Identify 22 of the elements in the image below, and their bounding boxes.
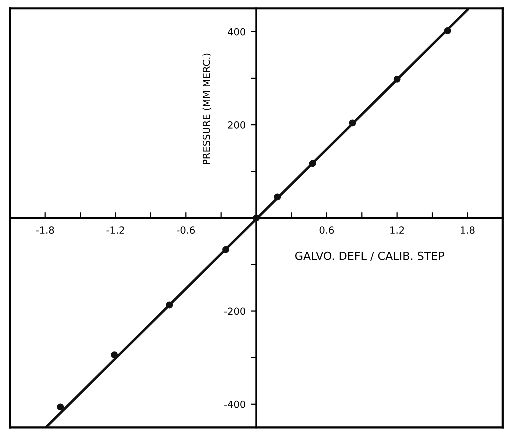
point	[309, 160, 316, 168]
point	[253, 214, 260, 222]
x-tick-label: 1.2	[390, 226, 404, 234]
point	[349, 120, 356, 127]
y-axis-title: PRESSURE (MM MERC.)	[202, 54, 212, 164]
point	[444, 28, 452, 34]
x-tick-label: -1.2	[106, 226, 124, 234]
x-tick-label: -1.8	[36, 226, 54, 234]
x-tick-label: -0.6	[177, 226, 196, 234]
y-tick-label: 400	[228, 28, 246, 36]
point	[394, 76, 401, 83]
point	[222, 246, 230, 254]
point	[274, 194, 282, 201]
point	[166, 302, 174, 309]
y-tick-label: -400	[224, 400, 246, 408]
x-tick-label: 1.8	[461, 226, 475, 234]
x-tick-label: 0.6	[320, 226, 334, 234]
x-axis-title: GALVO. DEFL / CALIB. STEP	[296, 252, 444, 262]
point	[57, 404, 64, 411]
y-tick-label: -200	[224, 308, 246, 316]
point	[111, 352, 118, 359]
y-tick-label: 200	[228, 122, 246, 129]
